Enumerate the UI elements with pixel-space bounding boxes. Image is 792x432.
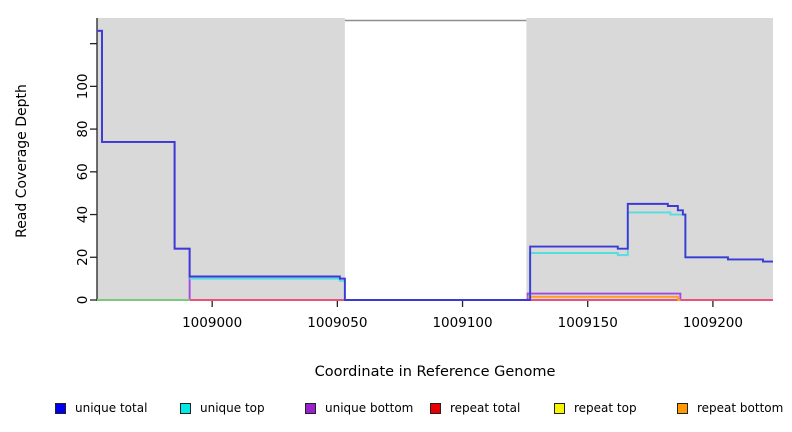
shaded-data-region: [526, 18, 773, 300]
legend-item: unique bottom: [305, 400, 413, 416]
legend: unique total unique top unique bottom repea…: [0, 400, 792, 420]
legend-label: repeat top: [574, 401, 637, 415]
y-tick-label: 0: [75, 296, 91, 305]
legend-swatch-unique-total: [55, 402, 66, 414]
series-line-unique-total: [97, 29, 773, 301]
y-axis-label: Read Coverage Depth: [14, 84, 30, 238]
legend-item: repeat top: [554, 400, 637, 416]
legend-swatch-repeat-total: [430, 402, 441, 414]
legend-label: repeat bottom: [697, 401, 784, 415]
x-axis-label: Coordinate in Reference Genome: [314, 364, 556, 380]
legend-item: unique total: [55, 400, 147, 416]
legend-swatch-unique-top: [180, 402, 191, 414]
legend-item: repeat bottom: [677, 400, 783, 416]
legend-swatch-repeat-top: [554, 402, 565, 414]
series-line-repeat-bottom: [527, 295, 681, 301]
x-tick-label: 1009100: [432, 315, 492, 331]
y-tick-label: 100: [75, 73, 91, 99]
legend-label: repeat total: [450, 401, 521, 415]
x-tick-label: 1009200: [683, 315, 743, 331]
y-tick-label: 40: [75, 206, 91, 223]
x-tick-label: 1009000: [182, 315, 242, 331]
y-tick-label: 20: [75, 249, 91, 266]
x-tick-label: 1009050: [307, 315, 367, 331]
legend-label: unique total: [75, 401, 148, 415]
legend-swatch-unique-bottom: [305, 402, 316, 414]
legend-item: unique top: [180, 400, 265, 416]
legend-label: unique bottom: [325, 401, 414, 415]
legend-swatch-repeat-bottom: [677, 402, 688, 414]
x-tick-label: 1009150: [558, 315, 618, 331]
y-tick-label: 80: [75, 120, 91, 137]
legend-item: repeat total: [430, 400, 520, 416]
shaded-data-region: [97, 18, 345, 300]
y-tick-label: 60: [75, 163, 91, 180]
legend-label: unique top: [200, 401, 265, 415]
